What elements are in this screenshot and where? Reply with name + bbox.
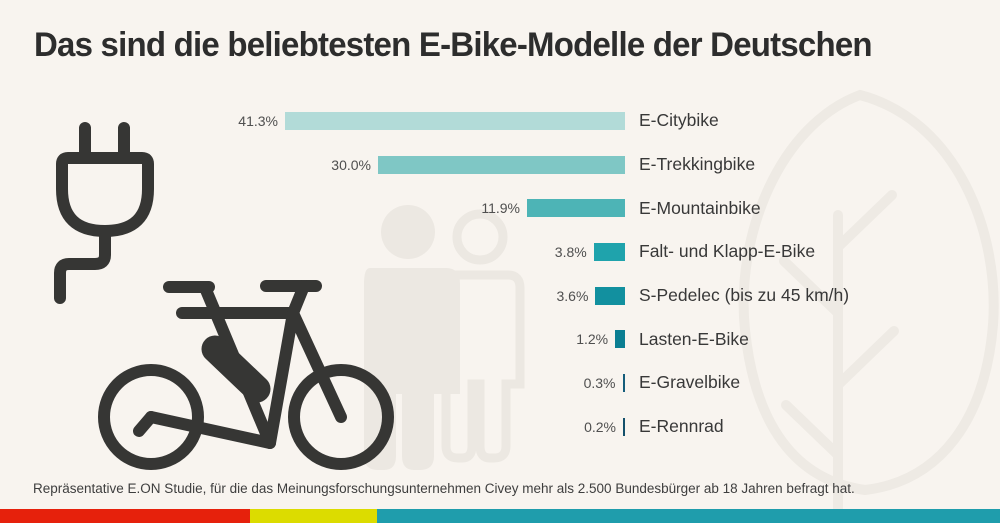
bar-area: 3.8% — [200, 242, 625, 261]
bar-category-label: E-Rennrad — [639, 416, 724, 437]
bar-category-label: Lasten-E-Bike — [639, 328, 749, 349]
bar-row: 3.8% Falt- und Klapp-E-Bike — [200, 230, 980, 274]
power-plug-icon — [54, 122, 154, 304]
bar — [378, 155, 625, 174]
bar-value-label: 3.6% — [556, 287, 589, 304]
source-note: Repräsentative E.ON Studie, für die das … — [33, 481, 855, 496]
ebike-popularity-bar-chart: 41.3% E-Citybike 30.0% E-Trekkingbike 11.9% E… — [200, 99, 980, 449]
bar-value-label: 0.3% — [583, 374, 616, 391]
bar-area: 41.3% — [200, 111, 625, 130]
bar — [285, 111, 625, 130]
bar-category-label: E-Gravelbike — [639, 372, 741, 393]
bar-area: 0.3% — [200, 373, 625, 392]
bar-value-label: 1.2% — [576, 331, 609, 348]
bar-category-label: S-Pedelec (bis zu 45 km/h) — [639, 285, 850, 306]
bar — [615, 330, 625, 349]
bar — [623, 417, 625, 436]
bar — [593, 242, 625, 261]
bar — [622, 373, 625, 392]
bar-row: 11.9% E-Mountainbike — [200, 186, 980, 230]
bar-area: 0.2% — [200, 417, 625, 436]
bar-row: 3.6% S-Pedelec (bis zu 45 km/h) — [200, 274, 980, 318]
bar-area: 11.9% — [200, 199, 625, 218]
stripe-red-segment — [0, 509, 250, 523]
bar-area: 30.0% — [200, 155, 625, 174]
bar-value-label: 30.0% — [331, 156, 371, 173]
bar-value-label: 11.9% — [481, 200, 520, 217]
bar-value-label: 3.8% — [554, 243, 587, 260]
bar — [595, 286, 625, 305]
bar-row: 0.2% E-Rennrad — [200, 405, 980, 449]
bar-row: 0.3% E-Gravelbike — [200, 361, 980, 405]
bar-area: 1.2% — [200, 330, 625, 349]
page-title: Das sind die beliebtesten E-Bike-Modelle… — [34, 26, 873, 64]
bar-category-label: E-Trekkingbike — [639, 154, 756, 175]
stripe-yellow-segment — [250, 509, 377, 523]
brand-color-stripe — [0, 509, 1000, 523]
bar-row: 1.2% Lasten-E-Bike — [200, 317, 980, 361]
stripe-teal-segment — [377, 509, 1000, 523]
bar-area: 3.6% — [200, 286, 625, 305]
bar-row: 30.0% E-Trekkingbike — [200, 143, 980, 187]
bar-category-label: Falt- und Klapp-E-Bike — [639, 241, 816, 262]
bar-category-label: E-Mountainbike — [639, 197, 761, 218]
bar — [527, 199, 625, 218]
bar-row: 41.3% E-Citybike — [200, 99, 980, 143]
bar-value-label: 0.2% — [584, 418, 616, 435]
bar-value-label: 41.3% — [238, 112, 278, 129]
bar-category-label: E-Citybike — [639, 110, 719, 131]
